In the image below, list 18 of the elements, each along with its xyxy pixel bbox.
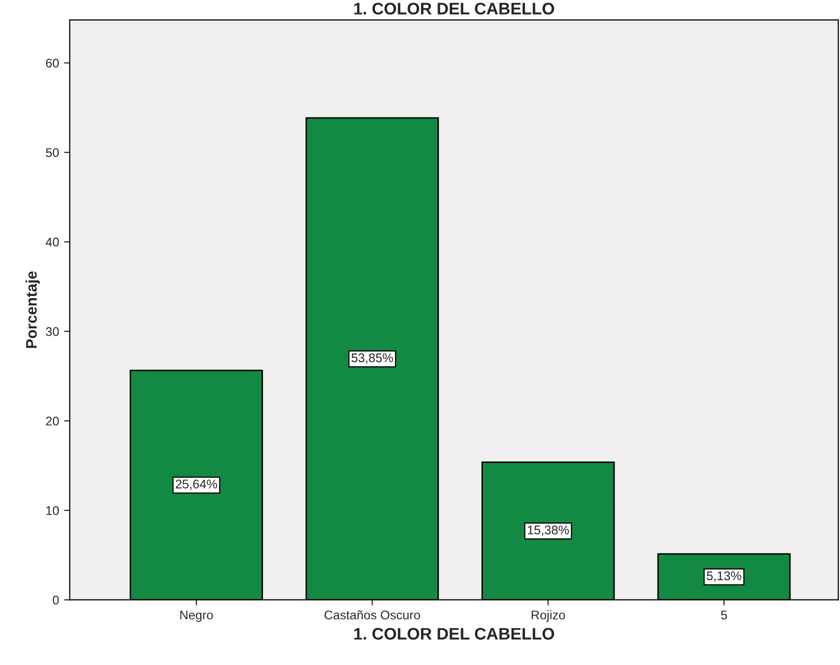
data-label: 5,13% [706, 571, 742, 582]
y-tick-label: 50 [46, 148, 59, 158]
x-tick-label: Castaños Oscuro [324, 610, 420, 620]
data-label: 15,38% [528, 526, 569, 536]
y-tick-label: 60 [46, 58, 59, 68]
chart-title: 1. COLOR DEL CABELLO [354, 2, 554, 15]
y-tick-label: 10 [46, 506, 59, 515]
y-tick-label: 30 [46, 327, 59, 336]
y-tick-label: 40 [46, 238, 59, 247]
data-label: 25,64% [176, 480, 218, 490]
x-tick-label: Rojizo [532, 610, 565, 622]
y-axis-title: Porcentaje [26, 271, 40, 348]
x-tick-label: Negro [180, 610, 213, 622]
y-tick-label: 0 [52, 596, 59, 604]
x-tick-label: 5 [721, 610, 727, 620]
x-axis-title: 1. COLOR DEL CABELLO [354, 628, 554, 640]
y-tick-label: 20 [46, 416, 59, 426]
data-label: 53,85% [352, 353, 393, 364]
